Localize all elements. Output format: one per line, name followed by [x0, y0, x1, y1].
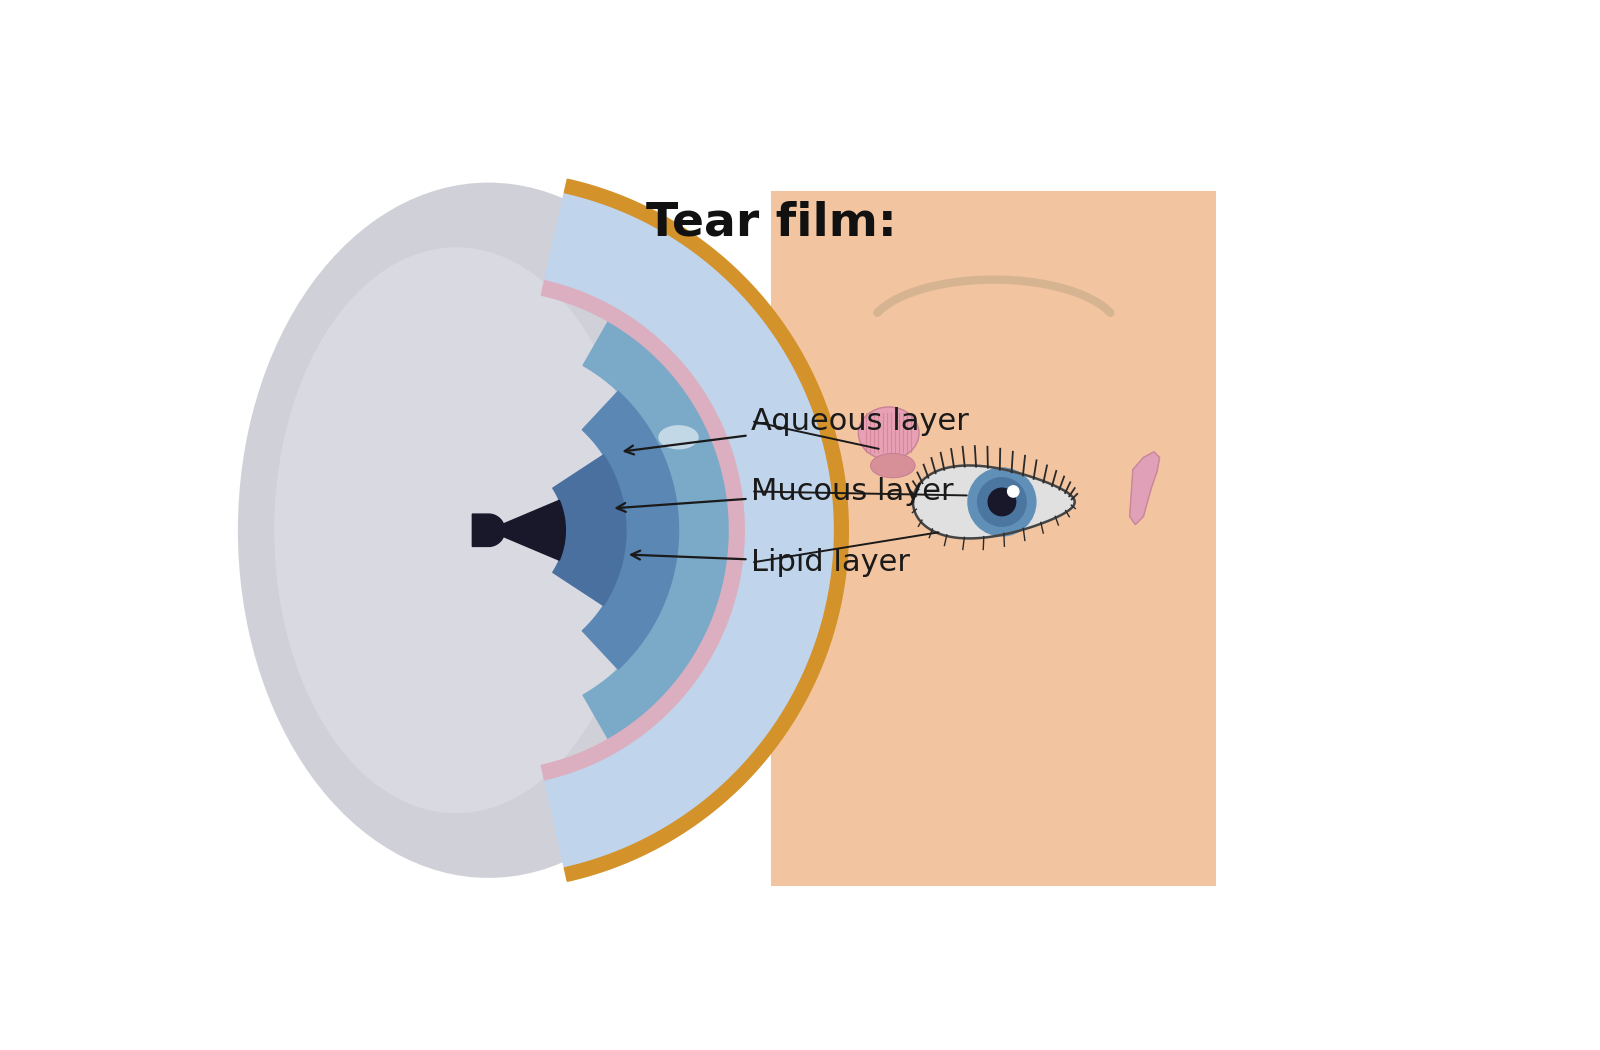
Text: Lipid layer: Lipid layer	[632, 548, 910, 578]
Ellipse shape	[870, 454, 915, 478]
Ellipse shape	[859, 407, 918, 460]
Polygon shape	[472, 514, 504, 546]
Polygon shape	[914, 465, 1075, 539]
Circle shape	[989, 488, 1016, 516]
Bar	[771, 191, 1216, 886]
Ellipse shape	[238, 183, 739, 878]
Polygon shape	[582, 392, 678, 669]
Polygon shape	[1130, 452, 1160, 525]
Circle shape	[968, 468, 1035, 536]
Text: Mucous layer: Mucous layer	[616, 477, 954, 511]
Polygon shape	[546, 192, 835, 868]
Polygon shape	[552, 455, 626, 606]
Text: Tear film:: Tear film:	[646, 201, 898, 246]
Circle shape	[978, 478, 1026, 526]
Polygon shape	[504, 501, 565, 560]
Polygon shape	[582, 321, 730, 739]
Circle shape	[1008, 486, 1019, 497]
Ellipse shape	[274, 248, 638, 813]
Polygon shape	[565, 180, 848, 881]
Text: Aqueous layer: Aqueous layer	[624, 406, 970, 455]
Polygon shape	[541, 279, 746, 781]
Ellipse shape	[658, 425, 699, 449]
